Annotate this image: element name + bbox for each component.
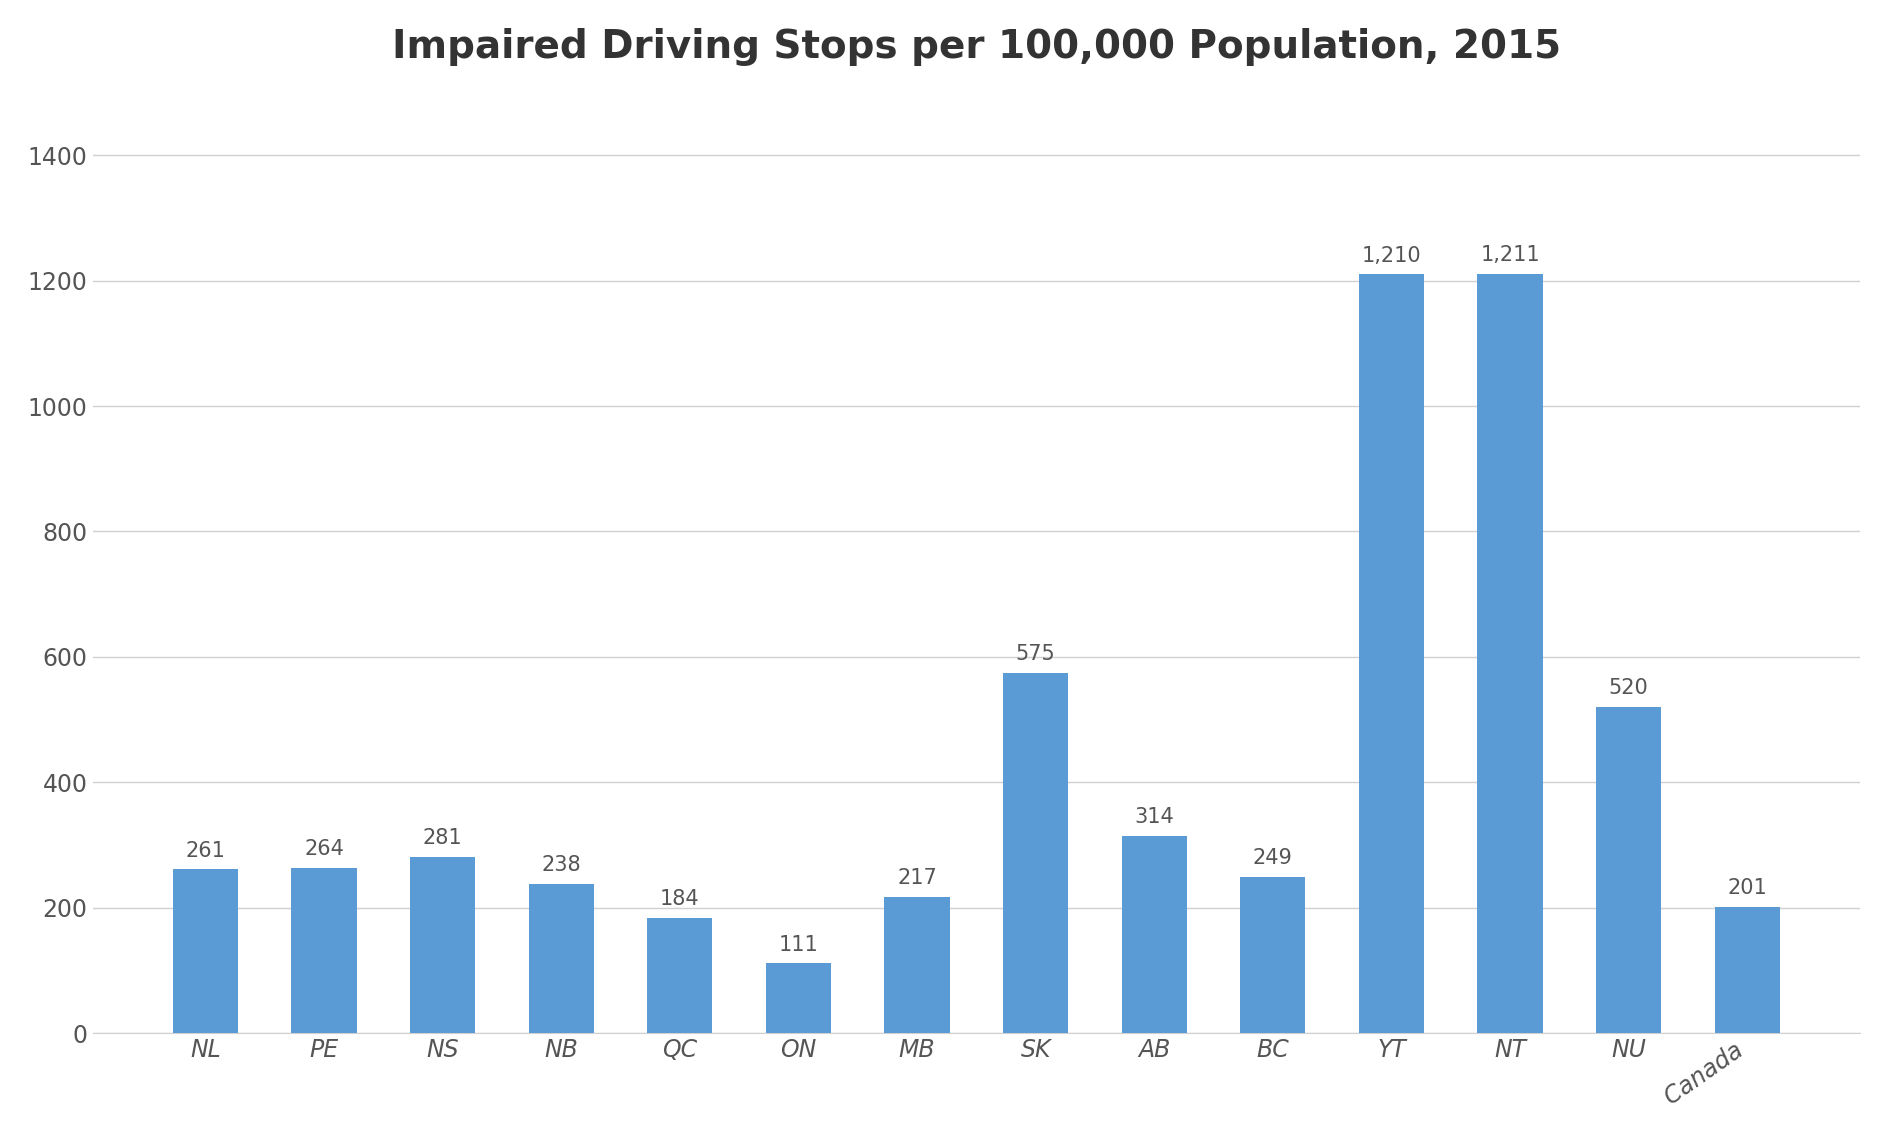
Text: 217: 217 <box>897 869 936 888</box>
Text: 249: 249 <box>1254 848 1293 869</box>
Bar <box>529 883 595 1034</box>
Bar <box>410 857 476 1034</box>
Bar <box>291 868 357 1034</box>
Text: 314: 314 <box>1135 807 1174 828</box>
Bar <box>767 963 831 1034</box>
Text: 575: 575 <box>1016 644 1055 664</box>
Text: 520: 520 <box>1609 679 1648 698</box>
Bar <box>648 918 712 1034</box>
Text: 1,210: 1,210 <box>1361 246 1422 266</box>
Text: 201: 201 <box>1728 878 1767 898</box>
Text: 281: 281 <box>423 828 463 848</box>
Bar <box>1240 877 1305 1034</box>
Bar <box>1003 672 1069 1034</box>
Text: 264: 264 <box>304 839 344 858</box>
Bar <box>174 870 238 1034</box>
Bar <box>1478 274 1542 1034</box>
Bar <box>884 897 950 1034</box>
Title: Impaired Driving Stops per 100,000 Population, 2015: Impaired Driving Stops per 100,000 Popul… <box>393 27 1561 66</box>
Bar <box>1714 907 1780 1034</box>
Bar <box>1121 836 1188 1034</box>
Text: 184: 184 <box>661 889 700 908</box>
Text: 1,211: 1,211 <box>1480 244 1541 265</box>
Bar <box>1595 707 1661 1034</box>
Bar <box>1359 274 1424 1034</box>
Text: 238: 238 <box>542 855 582 875</box>
Text: 261: 261 <box>185 840 225 861</box>
Text: 111: 111 <box>778 935 818 955</box>
